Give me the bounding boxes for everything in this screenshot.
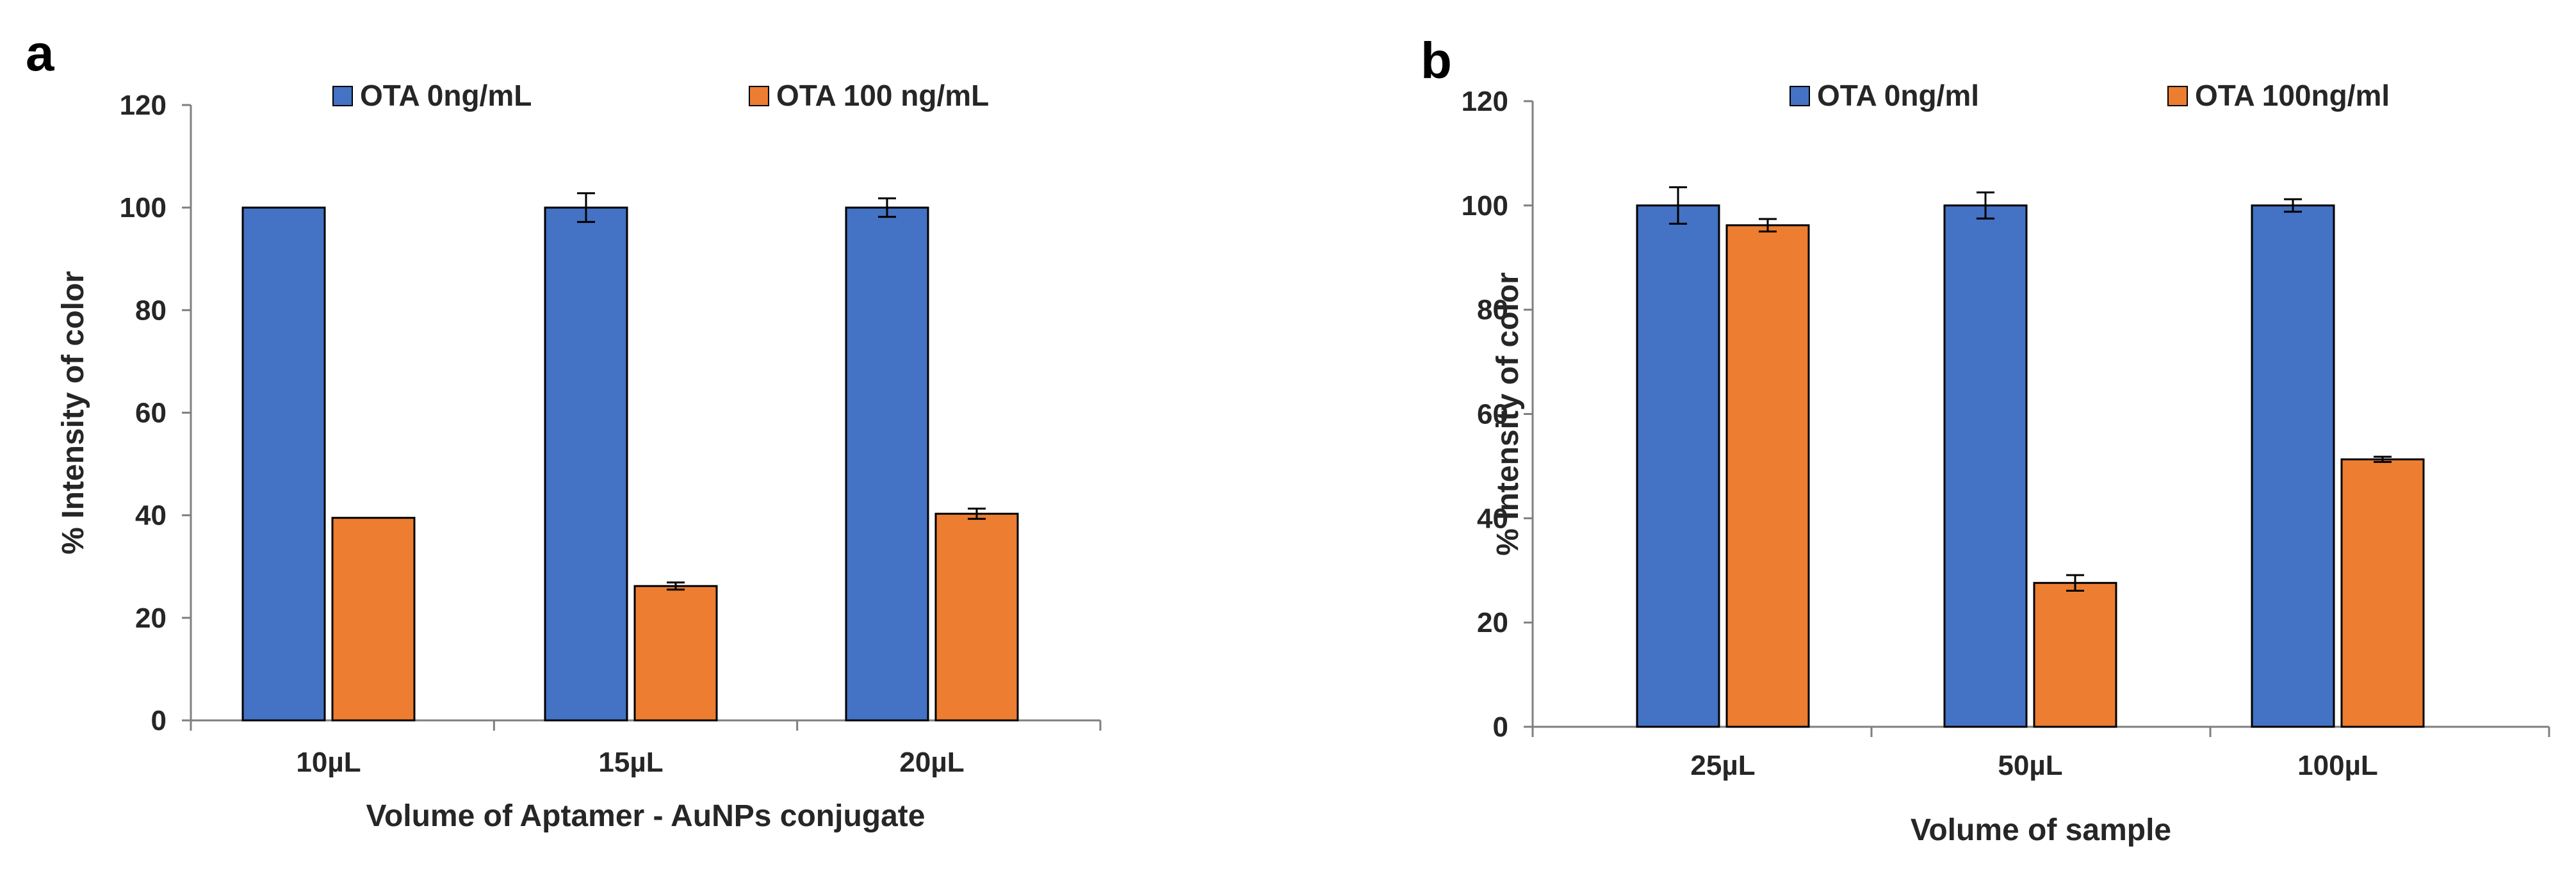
y-tick-label: 0 [1493,711,1508,743]
error-bar [2284,198,2302,213]
bar-ota-100-2 [934,512,1019,722]
bar-ota-0-0 [1636,204,1720,728]
error-bar [667,581,685,591]
y-tick-label: 40 [135,500,167,531]
legend-item: OTA 0ng/mL [332,79,532,112]
x-category-label: 10µL [296,747,361,778]
y-tick-label: 80 [135,295,167,326]
y-tick-label: 40 [1477,503,1508,534]
bar-ota-0-0 [241,206,326,722]
bar-ota-100-1 [633,585,718,722]
chart-panel-b: b 0 20 40 60 80 100 120 25µL 50µL 100µL Volume of s… [1421,32,2550,847]
bar-ota-100-1 [2033,581,2117,728]
x-category-label: 20µL [899,747,964,778]
y-tick-label: 60 [135,398,167,429]
legend-swatch [2167,86,2188,106]
bar-ota-0-1 [544,206,628,722]
x-category-label: 50µL [1998,750,2062,781]
legend-label: OTA 0ng/ml [1817,79,1979,112]
y-tick-label: 80 [1477,295,1508,326]
bar-ota-0-1 [1943,204,2028,728]
y-tick-label: 60 [1477,399,1508,430]
legend-swatch [749,86,769,106]
y-tick-label: 100 [120,192,167,223]
error-bar [2066,574,2084,592]
legend-label: OTA 100 ng/mL [776,79,989,112]
y-tick-label: 100 [1462,190,1508,222]
x-axis-title: Volume of Aptamer - AuNPs conjugate [366,799,925,833]
y-tick-label: 120 [1462,86,1508,117]
bar-ota-100-0 [331,517,416,722]
bar-ota-0-2 [845,206,929,722]
legend-label: OTA 100ng/ml [2195,79,2390,112]
x-axis-title: Volume of sample [1911,813,2171,847]
error-bar [878,197,896,218]
legend-label: OTA 0ng/mL [360,79,532,112]
y-axis-title: % Intensity of color [56,271,90,555]
chart-panel-a: a 0 20 40 60 80 100 120 10µL 15µL 20µL Volume of Ap… [26,24,1102,833]
x-category-label: 25µL [1690,750,1755,781]
y-axis-title: % Intensity of color [1491,272,1525,556]
legend-swatch [332,86,353,106]
y-tick-label: 20 [1477,607,1508,638]
panel-label: b [1421,32,1452,89]
y-tick-label: 20 [135,603,167,634]
error-bar [1669,186,1687,225]
error-bar [577,192,595,223]
legend-item: OTA 0ng/ml [1789,79,1979,112]
error-bar [1977,191,1994,220]
legend-item: OTA 100ng/ml [2167,79,2390,112]
bar-ota-0-2 [2251,204,2335,728]
y-tick-label: 120 [120,90,167,121]
panel-label: a [26,24,54,81]
legend-swatch [1789,86,1810,106]
bar-ota-100-2 [2340,458,2425,728]
legend-item: OTA 100 ng/mL [749,79,989,112]
error-bar [2374,455,2392,463]
y-tick-label: 0 [151,705,167,736]
x-category-label: 100µL [2297,750,2378,781]
x-category-label: 15µL [598,747,663,778]
error-bar [1759,218,1777,233]
bar-ota-100-0 [1725,224,1810,728]
error-bar [968,507,986,520]
